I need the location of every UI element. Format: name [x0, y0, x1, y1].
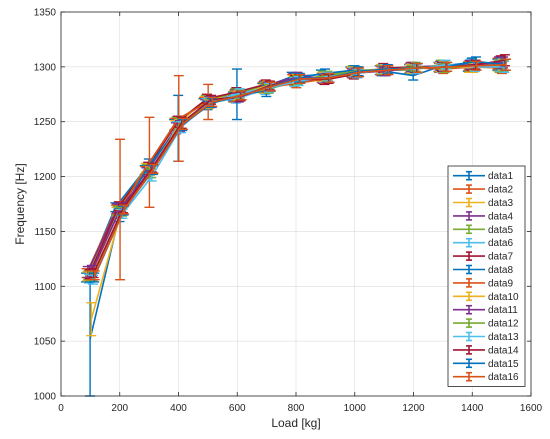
- legend-entry-glyph: [453, 318, 485, 328]
- error-bar: [144, 116, 155, 208]
- y-tick-label: 1150: [34, 227, 56, 238]
- legend-entry-glyph: [453, 170, 485, 181]
- y-tick-label: 1300: [34, 62, 57, 73]
- x-tick-label: 0: [58, 403, 64, 414]
- x-tick-label: 200: [111, 403, 128, 414]
- legend-entry-glyph: [453, 278, 485, 288]
- legend-entry-glyph: [453, 345, 485, 355]
- legend-entry-glyph: [453, 291, 485, 302]
- legend-label: data11: [488, 305, 518, 316]
- legend-label: data9: [488, 278, 513, 289]
- legend-entry-glyph: [453, 237, 485, 248]
- legend-entry-glyph: [453, 224, 485, 235]
- error-bar: [266, 81, 277, 92]
- y-tick-label: 1250: [34, 117, 57, 128]
- x-tick-label: 1000: [344, 403, 367, 414]
- error-bar: [383, 65, 394, 76]
- x-tick-label: 1200: [402, 403, 425, 414]
- legend-entry-glyph: [453, 331, 485, 342]
- legend-label: data13: [488, 332, 519, 343]
- legend-label: data6: [488, 238, 513, 249]
- error-bar: [148, 163, 159, 174]
- legend: data1 data2 data3 data4 data5 data6 data7 data8…: [447, 165, 526, 387]
- error-bar: [207, 96, 218, 108]
- legend-entry-glyph: [453, 211, 485, 221]
- x-tick-label: 1600: [520, 403, 543, 414]
- error-bar: [442, 61, 453, 72]
- legend-entry-glyph: [453, 371, 485, 382]
- legend-label: data8: [488, 265, 513, 276]
- x-tick-label: 800: [288, 403, 305, 414]
- y-tick-label: 1200: [34, 172, 57, 183]
- legend-label: data10: [488, 292, 519, 303]
- y-tick-label: 1350: [34, 8, 57, 19]
- x-tick-label: 600: [229, 403, 246, 414]
- legend-entry-glyph: [453, 304, 485, 315]
- error-bar: [295, 73, 306, 85]
- error-bar: [324, 72, 335, 83]
- y-tick-label: 1050: [34, 337, 57, 348]
- error-bar: [177, 117, 188, 131]
- series-layer: [80, 54, 512, 397]
- legend-entry-glyph: [453, 358, 485, 369]
- legend-label: data5: [488, 225, 513, 236]
- x-axis-label: Load [kg]: [271, 416, 320, 430]
- legend-entry-glyph: [453, 264, 485, 275]
- series-data16: [89, 58, 512, 281]
- error-bar: [412, 62, 423, 74]
- y-axis-label: Frequency [Hz]: [13, 163, 27, 244]
- legend-label: data15: [488, 359, 519, 370]
- error-bar: [236, 90, 247, 101]
- legend-label: data3: [488, 198, 513, 209]
- legend-label: data12: [488, 319, 519, 330]
- error-bar: [501, 58, 512, 71]
- error-bar: [471, 60, 482, 71]
- legend-entry-glyph: [453, 251, 485, 261]
- y-tick-label: 1100: [34, 282, 56, 293]
- legend-label: data16: [488, 372, 519, 383]
- error-bar: [354, 67, 365, 78]
- legend-label: data7: [488, 252, 513, 263]
- error-bar: [86, 302, 97, 337]
- x-tick-label: 1400: [461, 403, 484, 414]
- legend-label: data4: [488, 211, 513, 222]
- legend-label: data14: [488, 345, 519, 356]
- error-bar: [89, 270, 100, 281]
- legend-entry-glyph: [453, 184, 485, 194]
- error-bar: [119, 204, 130, 215]
- legend-label: data2: [488, 185, 513, 196]
- legend-label: data1: [488, 171, 513, 182]
- x-tick-label: 400: [170, 403, 187, 414]
- ticks: 0 200 400 600 800 1000 1200 1400 1600 1000 1050 110…: [34, 8, 543, 415]
- legend-entry-glyph: [453, 197, 485, 208]
- y-tick-label: 1000: [34, 392, 57, 403]
